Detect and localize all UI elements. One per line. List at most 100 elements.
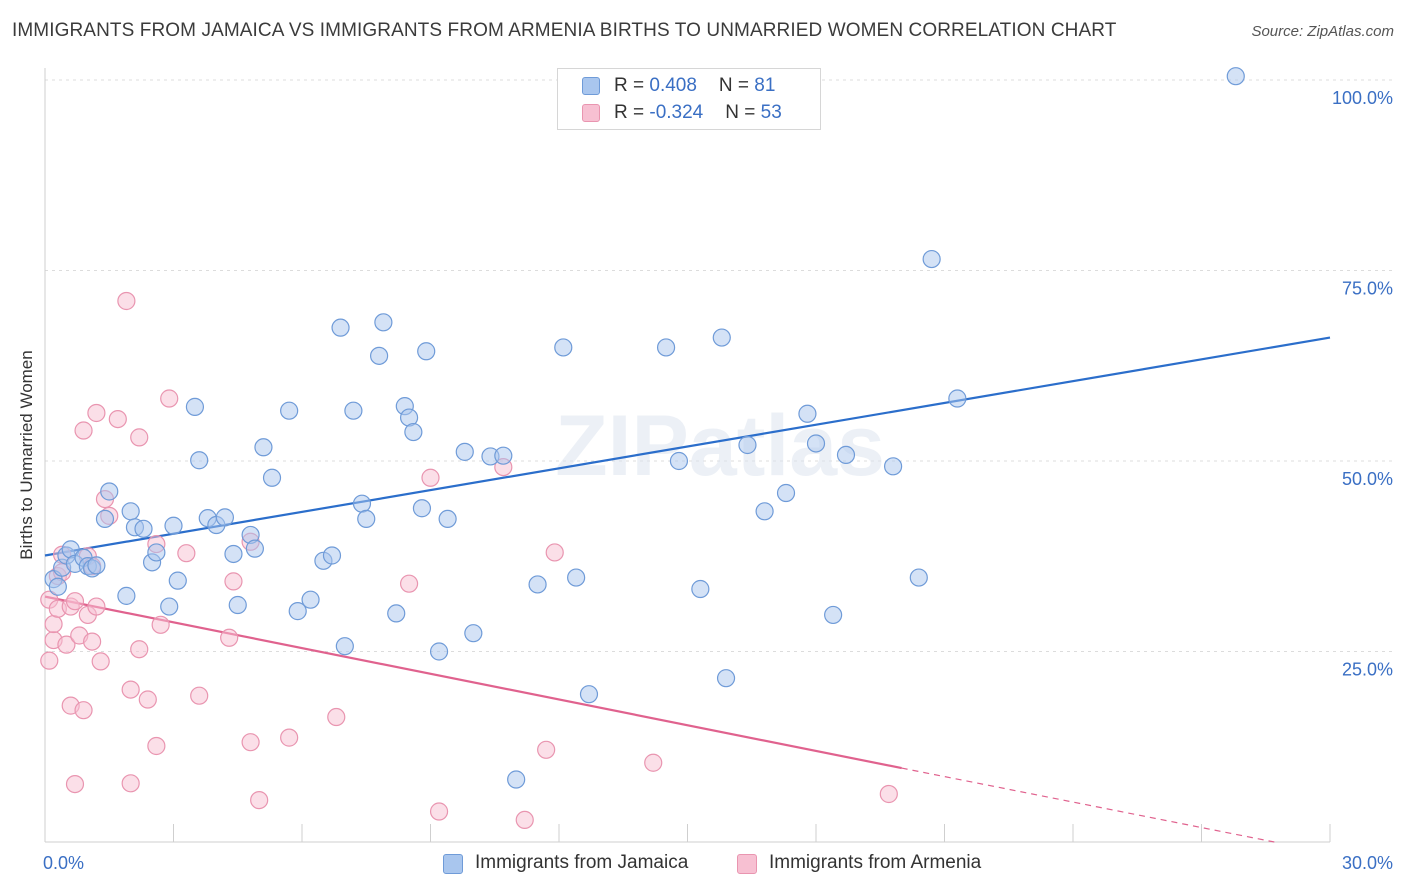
data-point [130, 640, 149, 659]
legend-n-value: 81 [754, 75, 776, 96]
data-point [909, 568, 928, 587]
data-point [669, 451, 689, 471]
data-point [262, 468, 282, 487]
data-point [417, 342, 436, 361]
data-point [883, 457, 903, 476]
legend-r-label: R = [614, 75, 650, 96]
data-point [228, 595, 247, 615]
data-point [147, 543, 166, 562]
data-point [65, 592, 85, 611]
x-tick-label-max: 30.0% [1342, 853, 1393, 873]
data-point [241, 733, 260, 752]
data-point [331, 318, 350, 337]
data-point [87, 556, 106, 575]
data-point [147, 736, 166, 756]
data-point [755, 502, 774, 521]
trend-lines [44, 336, 1331, 843]
data-point [220, 628, 239, 647]
watermark: ZIPatlas [555, 398, 885, 494]
data-point [879, 784, 898, 804]
data-point [824, 605, 843, 625]
data-point [121, 680, 140, 699]
data-point [494, 446, 513, 465]
data-point [121, 502, 140, 521]
trend-line-1 [44, 595, 902, 770]
data-point [656, 338, 676, 357]
data-point [507, 770, 526, 789]
data-point [335, 637, 354, 656]
axes [44, 68, 1331, 843]
data-point [776, 483, 796, 503]
data-point [91, 652, 110, 671]
data-point [554, 338, 573, 357]
data-point [134, 519, 153, 538]
data-point [48, 577, 67, 596]
data-point [224, 572, 243, 591]
jamaica-legend-label: Immigrants from Jamaica [475, 852, 689, 873]
data-point [429, 642, 449, 661]
y-tick-label: 75.0% [1342, 279, 1393, 299]
data-point [164, 516, 183, 535]
y-tick-label: 50.0% [1342, 469, 1393, 489]
data-point [130, 428, 149, 447]
legend-r-label: R = [614, 102, 650, 123]
data-point [160, 597, 179, 616]
data-point [117, 586, 136, 605]
data-point [65, 774, 85, 794]
y-tick-label: 100.0% [1332, 88, 1393, 108]
legend-r-value: 0.408 [649, 75, 697, 96]
legend-n-label: N = [725, 102, 761, 123]
legend-n-value: 53 [760, 102, 782, 123]
data-point [224, 544, 243, 564]
data-point [83, 632, 102, 651]
data-point [455, 442, 474, 461]
data-point [168, 571, 187, 590]
data-point [1226, 67, 1245, 86]
trend-line-extension-1 [901, 767, 1275, 843]
data-point [121, 774, 140, 793]
data-point [74, 701, 93, 720]
data-point [245, 539, 264, 558]
data-point [429, 802, 449, 821]
data-point [322, 546, 342, 565]
grid-lines [45, 79, 1395, 652]
data-point [190, 451, 209, 470]
data-point [537, 740, 556, 759]
y-tick-label: 25.0% [1342, 660, 1393, 680]
data-point [44, 614, 63, 634]
data-point [108, 409, 127, 429]
data-point [190, 686, 209, 705]
chart-title: IMMIGRANTS FROM JAMAICA VS IMMIGRANTS FR… [12, 20, 1117, 41]
data-point [344, 401, 363, 420]
data-point [117, 291, 136, 311]
data-point [327, 707, 346, 727]
data-point [185, 397, 205, 416]
data-point [374, 313, 393, 332]
data-point [806, 434, 826, 453]
data-point [716, 669, 736, 688]
data-point [545, 543, 564, 562]
data-point [151, 615, 170, 634]
data-point [57, 635, 76, 654]
data-point [352, 494, 372, 513]
data-point [836, 445, 856, 465]
data-point [288, 602, 307, 621]
jamaica-legend-icon [443, 854, 463, 874]
data-point [74, 421, 93, 440]
data-point [922, 249, 941, 269]
trend-line-0 [44, 336, 1331, 557]
data-point [40, 651, 59, 670]
data-point [280, 728, 299, 747]
data-point [87, 403, 106, 423]
data-point [948, 389, 967, 408]
data-point [691, 579, 710, 599]
data-point [404, 422, 423, 442]
legend-n-label: N = [718, 75, 755, 96]
data-point [254, 438, 273, 457]
jamaica-swatch-icon [582, 77, 600, 95]
data-point [387, 604, 406, 623]
data-point [412, 499, 432, 518]
data-point [95, 509, 115, 529]
armenia-legend-label: Immigrants from Armenia [769, 852, 982, 873]
data-point [138, 690, 157, 709]
